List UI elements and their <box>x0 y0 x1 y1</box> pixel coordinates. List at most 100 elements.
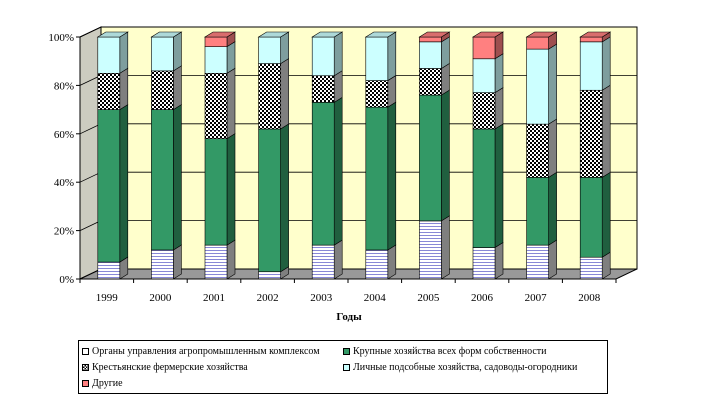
bar-side <box>441 36 450 70</box>
bar-side <box>548 43 557 125</box>
legend-swatch <box>343 348 350 355</box>
bar-front <box>526 123 549 178</box>
bar-side <box>601 36 611 91</box>
bar-2006-s3 <box>472 53 504 94</box>
bar-front <box>204 244 228 280</box>
legend-item-large-farms: Крупные хозяйства всех форм собственност… <box>343 346 547 357</box>
legend-item-other: Другие <box>82 378 123 389</box>
bar-2001-s2 <box>204 67 236 140</box>
bar-side <box>280 58 289 130</box>
bar-side <box>226 239 236 280</box>
bar-2006-s0 <box>472 241 504 280</box>
bar-top-2003 <box>311 31 344 38</box>
bar-2008-s3 <box>579 36 611 91</box>
bar-top-2008 <box>579 31 612 38</box>
y-tick-label: 80% <box>54 80 74 92</box>
bar-2004-s3 <box>365 31 397 82</box>
bar-front <box>419 94 442 222</box>
x-axis-ticks: 1999 2000 2001 2002 2003 2004 2005 2006 2007 2008 <box>79 278 617 304</box>
bar-front <box>311 244 335 280</box>
bar-front <box>258 36 281 64</box>
bar-front <box>204 138 228 246</box>
bar-2007-s2 <box>526 118 557 178</box>
bar-side <box>280 31 289 65</box>
bar-2007-s0 <box>526 239 557 280</box>
bar-side <box>387 101 397 251</box>
bar-side <box>387 31 397 82</box>
x-tick-label: 2000 <box>149 292 172 304</box>
bar-side <box>601 84 611 178</box>
bar-front <box>419 68 442 96</box>
bar-2005-s3 <box>419 36 450 70</box>
bar-front <box>151 249 174 280</box>
bar-side <box>226 133 236 246</box>
bar-2001-s0 <box>204 239 236 280</box>
bar-1999-s1 <box>97 104 129 263</box>
bar-1999-s0 <box>97 256 129 280</box>
bar-top-1999 <box>96 31 129 38</box>
bar-side <box>548 239 557 280</box>
bar-front <box>365 106 389 251</box>
bar-side <box>280 123 289 273</box>
bar-side <box>119 67 129 111</box>
legend-label: Крупные хозяйства всех форм собственност… <box>353 346 547 357</box>
bar-side <box>119 31 129 74</box>
bar-2006-s1 <box>472 123 504 249</box>
bar-front <box>204 73 228 139</box>
legend-swatch <box>82 348 89 355</box>
bar-side <box>494 87 504 130</box>
y-tick-label: 100% <box>48 32 74 44</box>
legend-label: Личные подсобные хозяйства, садоводы-ого… <box>353 362 578 373</box>
x-tick-label: 1999 <box>96 292 119 304</box>
bar-front <box>97 73 121 110</box>
bar-2001-s1 <box>204 133 236 246</box>
bar-2008-s1 <box>579 171 611 258</box>
bar-side <box>226 41 236 74</box>
bar-top-2004 <box>364 31 397 38</box>
bar-2006-s2 <box>472 87 504 130</box>
bar-side <box>173 244 182 280</box>
bar-front <box>579 256 603 280</box>
bar-front <box>419 36 442 43</box>
bar-front <box>365 36 389 81</box>
bar-front <box>204 46 228 74</box>
bar-2005-s1 <box>419 89 450 222</box>
bar-2000-s0 <box>151 244 182 280</box>
bar-2002-s3 <box>258 31 289 65</box>
x-tick-label: 2004 <box>364 292 387 304</box>
legend-swatch <box>82 364 89 371</box>
bar-front <box>258 128 281 273</box>
bar-front <box>526 36 549 50</box>
y-tick-label: 0% <box>59 274 74 286</box>
bar-front <box>311 75 335 103</box>
bar-side <box>548 118 557 178</box>
bar-side <box>494 53 504 94</box>
bar-front <box>419 220 442 280</box>
bar-1999-s2 <box>97 67 129 111</box>
bar-2003-s0 <box>311 239 343 280</box>
legend-item-organs: Органы управления агропромышленным компл… <box>82 346 320 357</box>
bar-top-2001 <box>203 31 237 38</box>
y-axis-ticks: 0% 20% 40% 60% 80% 100% <box>48 32 81 286</box>
bar-1999-s3 <box>97 31 129 74</box>
y-tick-label: 60% <box>54 129 74 141</box>
bars <box>96 31 612 280</box>
legend-item-private-plots: Личные подсобные хозяйства, садоводы-ого… <box>343 362 577 373</box>
x-tick-label: 2001 <box>203 292 225 304</box>
bar-front <box>472 128 496 248</box>
bar-2003-s3 <box>311 31 343 77</box>
y-tick-label: 40% <box>54 177 74 189</box>
bar-front <box>579 41 603 91</box>
bar-front <box>311 36 335 77</box>
bar-front <box>472 247 496 280</box>
gridline-side <box>79 123 102 135</box>
bar-2001-s3 <box>204 41 236 74</box>
bar-front <box>472 92 496 130</box>
bar-2000-s2 <box>151 65 182 111</box>
bar-front <box>258 63 281 130</box>
bar-2008-s2 <box>579 84 611 178</box>
bar-front <box>472 36 496 60</box>
bar-front <box>579 177 603 258</box>
bar-side <box>173 31 182 72</box>
